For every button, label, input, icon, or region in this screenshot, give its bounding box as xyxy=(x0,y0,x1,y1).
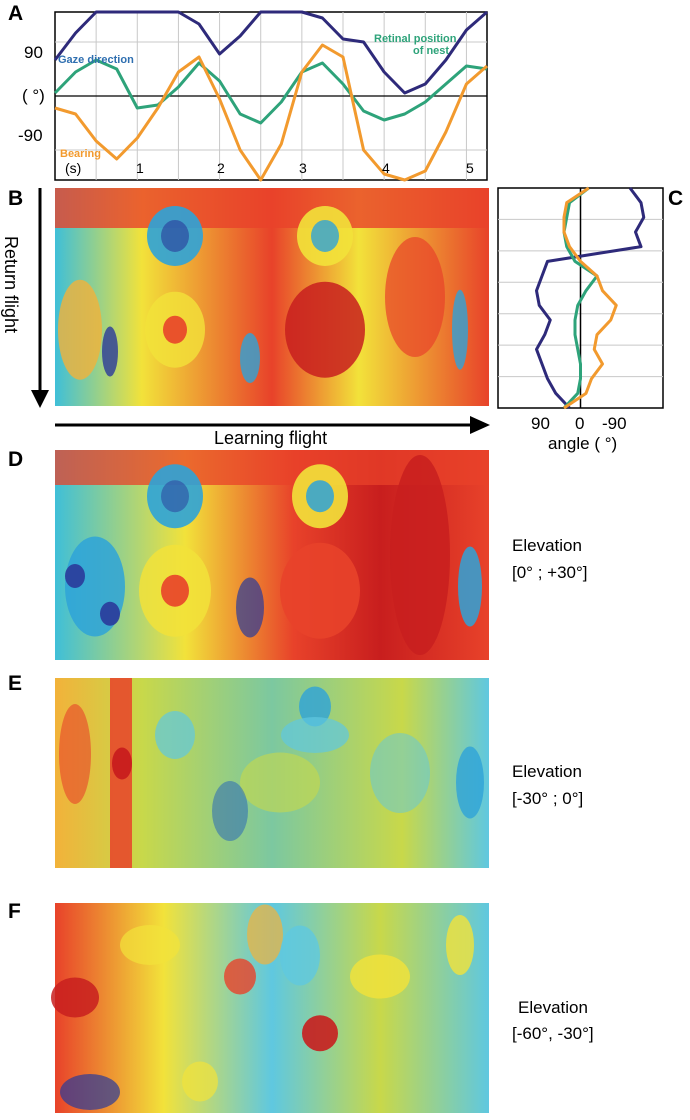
series-retinal-line xyxy=(53,58,488,125)
heatmap-blob xyxy=(120,925,180,965)
legend-retinal-line2: of nest xyxy=(413,45,449,57)
heatmap-blob xyxy=(112,747,132,780)
c-series-bearing-line xyxy=(562,186,618,410)
panel-label-c: C xyxy=(668,187,684,210)
a-xtick-2: 2 xyxy=(217,160,225,176)
heatmap-d xyxy=(55,450,489,660)
panel-label-e: E xyxy=(8,672,23,695)
heatmap-blob xyxy=(212,781,248,841)
heatmap-blob xyxy=(240,333,260,384)
heatmap-blob xyxy=(247,904,283,965)
series-bearing-line xyxy=(54,43,488,182)
panel-label-f: F xyxy=(8,900,21,923)
heatmap-blob xyxy=(446,915,474,975)
heatmap-blob xyxy=(161,480,189,513)
heatmap-blob xyxy=(385,237,445,357)
a-xtick-3: 3 xyxy=(299,160,307,176)
heatmap-blob xyxy=(155,711,195,759)
f-elevation-line1: Elevation xyxy=(518,998,588,1017)
heatmap-blob xyxy=(59,704,91,804)
panel-a-lines xyxy=(53,10,488,182)
heatmap-blob xyxy=(182,1061,218,1102)
heatmap-blob xyxy=(102,326,118,377)
heatmap-blob xyxy=(281,717,349,753)
panel-label-b: B xyxy=(8,187,24,210)
b-xlabel: Learning flight xyxy=(214,428,328,448)
heatmap-blob xyxy=(306,480,334,513)
heatmap-blob xyxy=(280,542,360,639)
panel-c-lines xyxy=(535,186,646,410)
c-xtick-neg90: -90 xyxy=(602,414,627,433)
heatmap-blob xyxy=(452,289,468,370)
heatmap-blob xyxy=(224,958,256,995)
legend-retinal-line1: Retinal position xyxy=(374,33,457,45)
a-ytick-neg90: -90 xyxy=(18,126,43,145)
a-yunit: ( °) xyxy=(22,86,45,105)
panel-label-a: A xyxy=(8,2,24,25)
heatmap-blob xyxy=(65,564,85,588)
heatmap-blob xyxy=(161,219,189,252)
heatmap-f xyxy=(51,903,489,1113)
heatmap-blob xyxy=(311,219,339,252)
heatmap-blob xyxy=(163,315,187,344)
a-ytick-90: 90 xyxy=(24,43,43,62)
d-elevation-line1: Elevation xyxy=(512,536,582,555)
e-elevation-line2: [-30° ; 0°] xyxy=(512,789,584,808)
heatmap-blob xyxy=(161,574,189,607)
c-xtick-90: 90 xyxy=(531,414,550,433)
a-xunit: (s) xyxy=(65,160,82,176)
heatmap-blob xyxy=(299,686,331,727)
c-xtick-0: 0 xyxy=(575,414,585,433)
heatmap-blob xyxy=(58,279,102,380)
c-series-gaze-line xyxy=(535,187,646,410)
a-xtick-1: 1 xyxy=(136,160,144,176)
a-xtick-5: 5 xyxy=(466,160,474,176)
heatmap-blob xyxy=(100,601,120,626)
heatmap-blob xyxy=(51,977,99,1018)
legend-gaze: Gaze direction xyxy=(58,54,134,66)
c-xlabel: angle ( °) xyxy=(548,434,618,453)
legend-bearing: Bearing xyxy=(60,148,101,160)
a-xtick-4: 4 xyxy=(382,160,390,176)
heatmap-blob xyxy=(458,546,482,627)
return-flight-arrowhead xyxy=(31,390,49,408)
heatmap-e xyxy=(55,678,489,868)
d-elevation-line2: [0° ; +30°] xyxy=(512,563,588,582)
heatmap-blob xyxy=(236,577,264,638)
panel-label-d: D xyxy=(8,448,24,471)
heatmap-b xyxy=(55,188,489,406)
series-gaze-line xyxy=(53,10,488,95)
heatmap-blob xyxy=(302,1015,338,1052)
learning-flight-arrowhead xyxy=(470,416,490,434)
heatmap-blob xyxy=(456,746,484,819)
e-elevation-line1: Elevation xyxy=(512,762,582,781)
heatmap-blob xyxy=(240,752,320,813)
heatmap-blob xyxy=(280,925,320,986)
b-ylabel: Return flight xyxy=(1,235,22,334)
heatmap-blob xyxy=(350,954,410,999)
heatmap-blob xyxy=(390,455,450,655)
heatmap-blob xyxy=(370,733,430,813)
f-elevation-line2: [-60°, -30°] xyxy=(512,1024,594,1043)
heatmap-blob xyxy=(60,1074,120,1110)
heatmap-blob xyxy=(285,281,365,378)
